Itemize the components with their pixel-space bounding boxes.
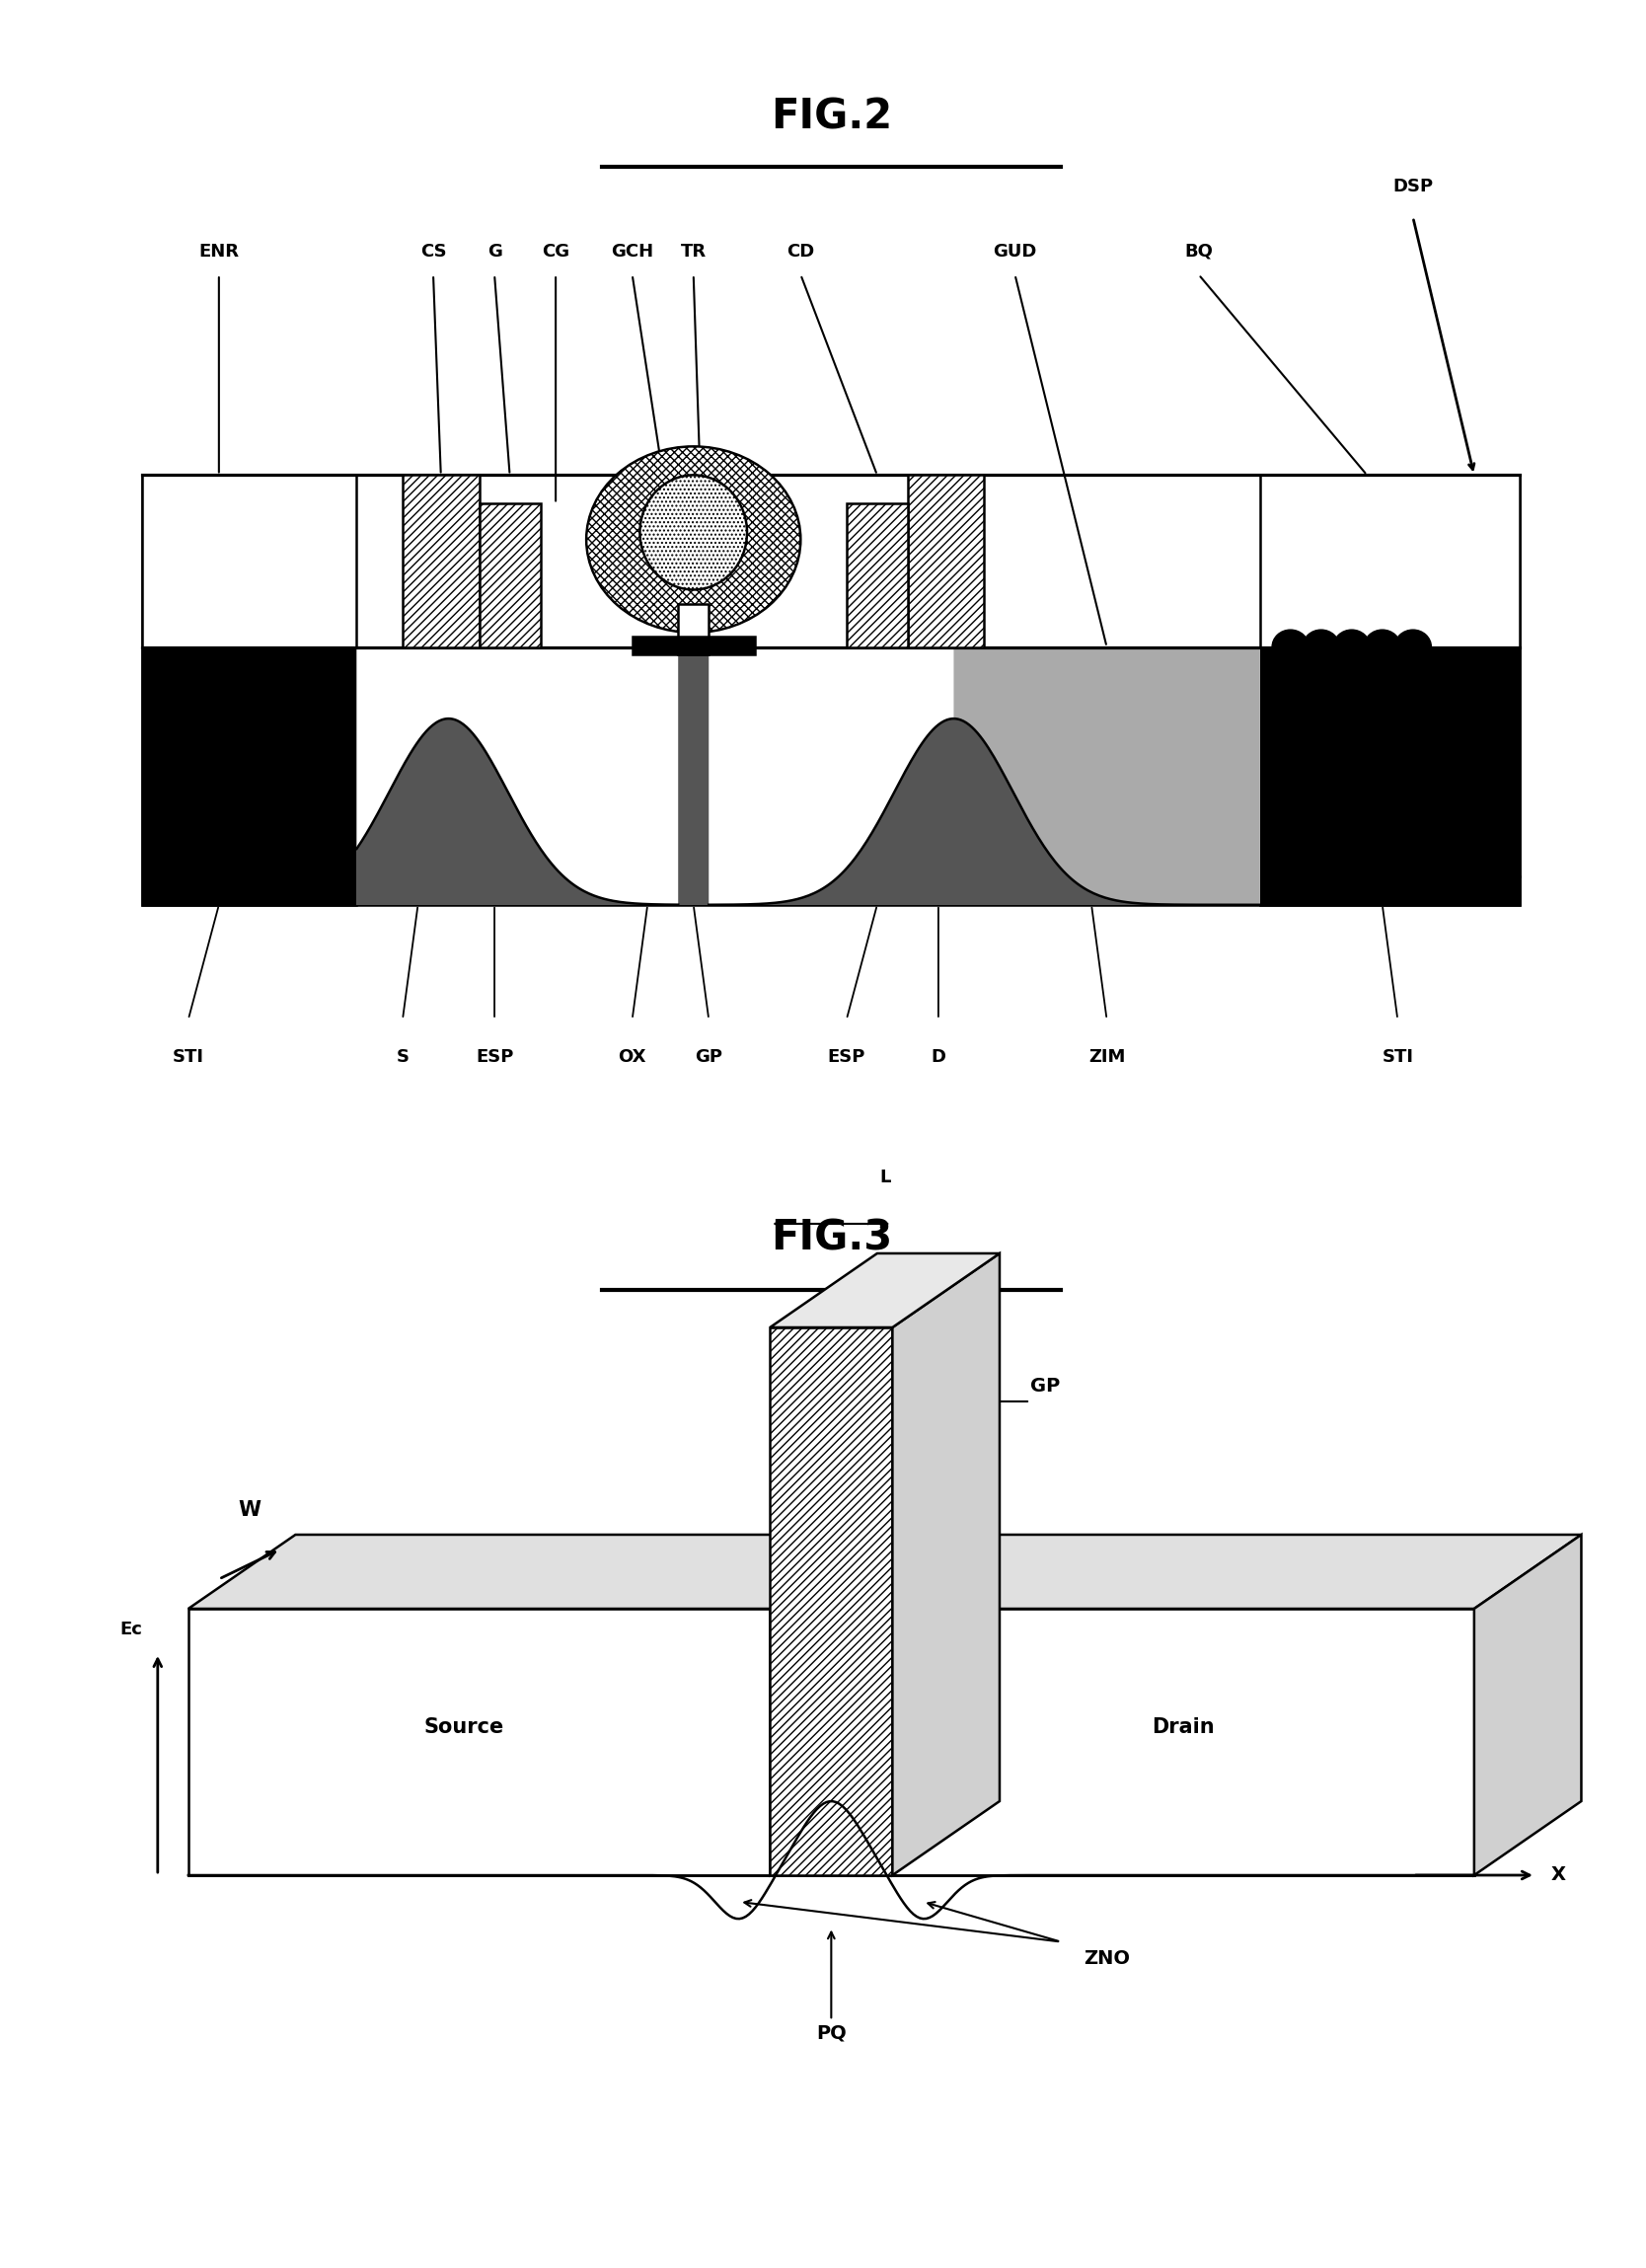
Text: DSP: DSP [1393,177,1434,195]
Bar [1259,474,1521,646]
Text: ESP: ESP [828,1048,866,1066]
Text: STI: STI [1383,1048,1414,1066]
Text: GUD: GUD [993,243,1037,261]
Text: ESP: ESP [476,1048,514,1066]
Bar [479,503,540,646]
Text: W: W [239,1499,260,1520]
Circle shape [1272,631,1309,665]
Text: FIG.3: FIG.3 [770,1218,892,1259]
Text: GP: GP [695,1048,723,1066]
Text: Source: Source [423,1717,504,1737]
Polygon shape [188,1535,877,1608]
Polygon shape [770,1535,877,1876]
Text: CG: CG [542,243,570,261]
Text: SB: SB [1458,841,1490,862]
Text: Ec: Ec [120,1622,142,1637]
Polygon shape [892,1254,999,1876]
Bar [142,646,357,905]
Text: TR: TR [680,243,706,261]
Text: X: X [1551,1867,1565,1885]
Polygon shape [357,646,678,905]
Circle shape [1365,631,1401,665]
Text: G: G [487,243,502,261]
Polygon shape [953,646,1259,905]
Bar [678,603,709,653]
Text: S: S [397,1048,408,1066]
Ellipse shape [640,474,747,590]
Circle shape [1333,631,1369,665]
Text: STI: STI [173,1048,204,1066]
Polygon shape [892,1535,1582,1608]
Polygon shape [770,1327,892,1876]
Bar [403,474,479,646]
Text: Drain: Drain [1152,1717,1215,1737]
Text: FIG.2: FIG.2 [770,95,892,138]
Polygon shape [770,1254,999,1327]
Bar [846,503,909,646]
Circle shape [1302,631,1340,665]
Text: ENR: ENR [199,243,239,261]
Bar [909,474,984,646]
Bar [1259,646,1521,905]
Polygon shape [188,1608,770,1876]
Polygon shape [1475,1535,1582,1876]
Text: GP: GP [1030,1377,1060,1397]
Ellipse shape [586,447,800,633]
Text: GCH: GCH [611,243,653,261]
Bar [142,474,1521,905]
Text: OX: OX [619,1048,647,1066]
Polygon shape [892,1608,1475,1876]
Text: BQ: BQ [1185,243,1213,261]
Bar [142,474,357,646]
Bar [632,637,754,653]
Text: PQ: PQ [816,1932,846,2041]
Bar [357,646,1259,905]
Text: ZNO: ZNO [1083,1948,1129,1969]
Polygon shape [709,646,1259,905]
Text: ZIM: ZIM [1088,1048,1126,1066]
Text: CS: CS [420,243,446,261]
Text: L: L [879,1168,890,1186]
Text: CD: CD [787,243,815,261]
Circle shape [1394,631,1432,665]
Text: D: D [932,1048,946,1066]
